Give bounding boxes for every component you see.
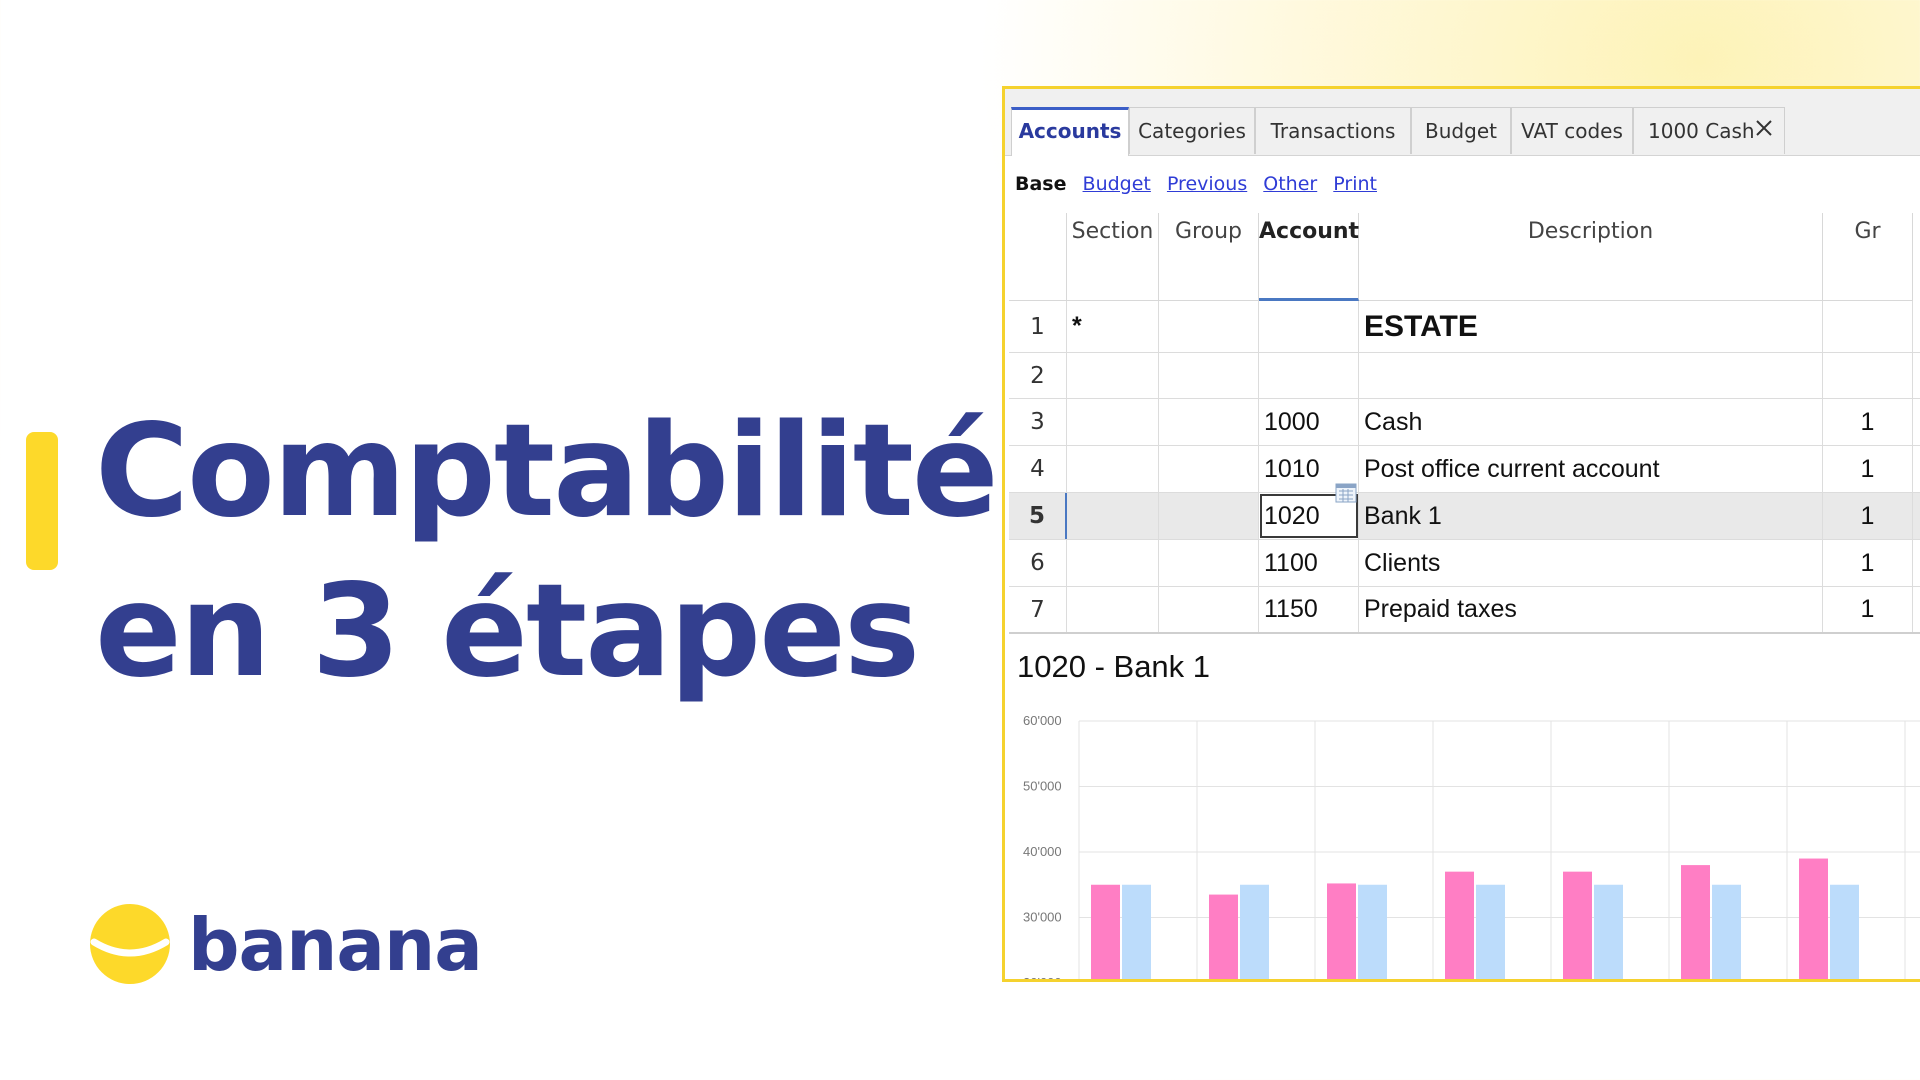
table-row-selected[interactable]: 5 1020 Bank 1 1	[1009, 483, 1920, 540]
close-icon[interactable]	[1754, 118, 1774, 138]
bar-series-2[interactable]	[1830, 884, 1859, 982]
cell-description[interactable]: Bank 1	[1359, 493, 1823, 539]
bar-series-1[interactable]	[1681, 865, 1710, 982]
cell-section[interactable]	[1067, 587, 1159, 632]
row-number-header	[1009, 213, 1067, 301]
cell-section[interactable]	[1067, 399, 1159, 445]
cell-group[interactable]	[1159, 446, 1259, 492]
account-detail-title: 1020 - Bank 1	[1017, 649, 1211, 684]
cell-group[interactable]	[1159, 540, 1259, 586]
cell-section[interactable]	[1067, 540, 1159, 586]
tab-vat-codes[interactable]: VAT codes	[1511, 107, 1633, 154]
cell-group[interactable]	[1159, 399, 1259, 445]
cell-description[interactable]: Post office current account	[1359, 446, 1823, 492]
cell-description[interactable]: Clients	[1359, 540, 1823, 586]
brand-name: banana	[188, 903, 483, 987]
row-number[interactable]: 3	[1009, 399, 1067, 445]
column-header-group[interactable]: Group	[1159, 213, 1259, 301]
bar-series-1[interactable]	[1091, 884, 1120, 982]
banana-logo: banana	[88, 900, 488, 1000]
bar-series-2[interactable]	[1476, 884, 1505, 982]
cell-group[interactable]	[1159, 353, 1259, 398]
view-bar: Base Budget Previous Other Print	[1015, 173, 1387, 203]
row-number[interactable]: 5	[1009, 493, 1067, 539]
bar-series-2[interactable]	[1594, 884, 1623, 982]
account-picker-icon[interactable]	[1335, 483, 1357, 503]
cell-account[interactable]	[1259, 301, 1359, 352]
tab-accounts[interactable]: Accounts	[1011, 107, 1129, 156]
account-balance-chart: 60'000 50'000 40'000 30'000 20'000	[1023, 713, 1920, 982]
banana-logo-icon	[90, 904, 170, 984]
cell-description[interactable]: Prepaid taxes	[1359, 587, 1823, 632]
cell-account[interactable]: 1150	[1259, 587, 1359, 632]
tab-categories[interactable]: Categories	[1129, 107, 1255, 154]
bar-series-2[interactable]	[1358, 884, 1387, 982]
bar-series-1[interactable]	[1209, 894, 1238, 982]
y-tick-label: 60'000	[1023, 713, 1062, 728]
bar-series-2[interactable]	[1122, 884, 1151, 982]
accent-bar	[26, 432, 58, 570]
tab-1000-cash-label: 1000 Cash	[1648, 119, 1755, 143]
cell-gr[interactable]	[1823, 353, 1913, 398]
table-row[interactable]: 2	[1009, 353, 1920, 399]
column-header-gr[interactable]: Gr	[1823, 213, 1913, 301]
row-number[interactable]: 2	[1009, 353, 1067, 398]
cell-description[interactable]	[1359, 353, 1823, 398]
column-header-description[interactable]: Description	[1359, 213, 1823, 301]
bar-series-2[interactable]	[1240, 884, 1269, 982]
cell-account[interactable]: 1000	[1259, 399, 1359, 445]
cell-group[interactable]	[1159, 587, 1259, 632]
bar-series-1[interactable]	[1445, 871, 1474, 982]
cell-gr[interactable]: 1	[1823, 493, 1913, 539]
cell-gr[interactable]	[1823, 301, 1913, 352]
headline: Comptabilité en 3 étapes	[95, 392, 999, 712]
y-tick-label: 30'000	[1023, 910, 1062, 925]
tab-budget[interactable]: Budget	[1411, 107, 1511, 154]
bar-series-1[interactable]	[1327, 883, 1356, 982]
cell-section[interactable]	[1067, 353, 1159, 398]
y-tick-label: 20'000	[1023, 975, 1062, 982]
column-header-account[interactable]: Account	[1259, 213, 1359, 301]
cell-description[interactable]: Cash	[1359, 399, 1823, 445]
cell-section[interactable]: *	[1067, 301, 1159, 352]
bar-series-2[interactable]	[1712, 884, 1741, 982]
tab-transactions[interactable]: Transactions	[1255, 107, 1411, 154]
table-row[interactable]: 4 1010 Post office current account 1	[1009, 446, 1920, 493]
row-number[interactable]: 4	[1009, 446, 1067, 492]
cell-group[interactable]	[1159, 301, 1259, 352]
view-link-print[interactable]: Print	[1333, 173, 1377, 195]
cell-gr[interactable]: 1	[1823, 587, 1913, 632]
column-header-section[interactable]: Section	[1067, 213, 1159, 301]
cell-gr[interactable]: 1	[1823, 399, 1913, 445]
cell-gr[interactable]: 1	[1823, 446, 1913, 492]
bar-series-1[interactable]	[1799, 858, 1828, 982]
cell-description[interactable]: ESTATE	[1359, 301, 1823, 352]
cell-account[interactable]	[1259, 353, 1359, 398]
view-link-previous[interactable]: Previous	[1166, 173, 1248, 195]
cell-account[interactable]: 1010	[1259, 446, 1359, 492]
bar-series-1[interactable]	[1563, 871, 1592, 982]
y-tick-label: 40'000	[1023, 844, 1062, 859]
app-window: Accounts Categories Transactions Budget …	[1002, 86, 1920, 982]
cell-group[interactable]	[1159, 493, 1259, 539]
tab-bar: Accounts Categories Transactions Budget …	[1005, 89, 1920, 156]
tab-1000-cash[interactable]: 1000 Cash	[1633, 107, 1785, 154]
cell-account[interactable]: 1100	[1259, 540, 1359, 586]
y-tick-label: 50'000	[1023, 779, 1062, 794]
row-number[interactable]: 6	[1009, 540, 1067, 586]
headline-line-2: en 3 étapes	[95, 557, 920, 706]
table-row[interactable]: 1 * ESTATE	[1009, 301, 1920, 353]
cell-section[interactable]	[1067, 446, 1159, 492]
table-row[interactable]: 6 1100 Clients 1	[1009, 540, 1920, 587]
view-base[interactable]: Base	[1015, 173, 1067, 195]
view-link-other[interactable]: Other	[1263, 173, 1318, 195]
row-number[interactable]: 1	[1009, 301, 1067, 352]
cell-section[interactable]	[1067, 493, 1159, 539]
view-link-budget[interactable]: Budget	[1082, 173, 1151, 195]
table-row[interactable]: 7 1150 Prepaid taxes 1	[1009, 587, 1920, 634]
cell-gr[interactable]: 1	[1823, 540, 1913, 586]
table-row[interactable]: 3 1000 Cash 1	[1009, 399, 1920, 446]
headline-line-1: Comptabilité	[95, 397, 999, 546]
row-number[interactable]: 7	[1009, 587, 1067, 632]
